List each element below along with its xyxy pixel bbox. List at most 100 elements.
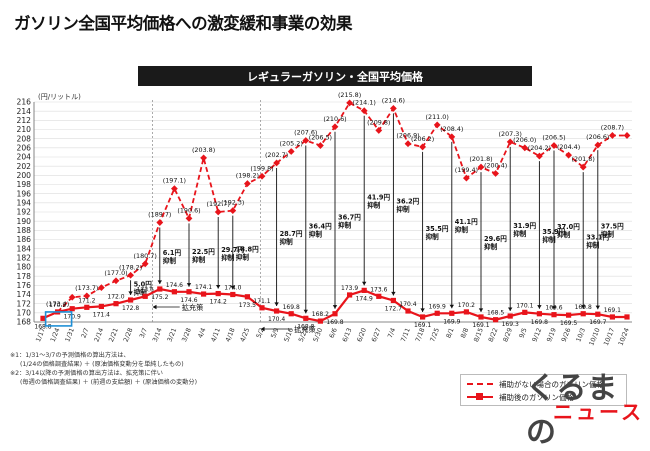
subsidy-suffix: 抑制 — [338, 220, 352, 229]
subsidy-arrow-head-icon — [362, 281, 367, 286]
x-tick-label: 5/2 — [255, 327, 266, 340]
marker-subsidized — [303, 315, 309, 321]
marker-no-subsidy — [463, 174, 470, 182]
value-label-subsidized: 173.5 — [239, 302, 256, 309]
subsidy-suffix: 抑制 — [280, 237, 294, 246]
x-tick-label: 10/10 — [587, 327, 601, 347]
y-tick-label: 190 — [17, 217, 32, 226]
marker-subsidized — [40, 315, 46, 321]
value-label-no-subsidy: (208.4) — [440, 125, 463, 133]
y-tick-label: 204 — [17, 153, 32, 162]
marker-subsidized — [551, 312, 557, 318]
value-label-no-subsidy: (206.5) — [542, 134, 565, 142]
value-label-no-subsidy: (207.6) — [294, 129, 317, 137]
note-line-2: (1/24の価格調査結果) ＋ (原油価格変動分を単純したもの) — [20, 361, 184, 368]
marker-no-subsidy — [141, 260, 149, 268]
x-tick-label: 6/13 — [341, 327, 354, 343]
value-label-no-subsidy: (206.2) — [411, 135, 434, 143]
x-tick-label: 9/26 — [560, 327, 573, 343]
subsidy-suffix: 抑制 — [396, 204, 410, 213]
x-tick-label: 2/28 — [122, 327, 135, 343]
subsidy-suffix: 抑制 — [192, 255, 206, 264]
value-label-no-subsidy: (207.3) — [499, 130, 522, 138]
marker-subsidized — [463, 309, 469, 315]
value-label-subsidized: 173.6 — [370, 286, 387, 293]
marker-no-subsidy — [579, 163, 587, 171]
note-line-3: ※2：3/14以降の予測価格の算出方法は、拡充策に伴い — [10, 370, 163, 377]
marker-no-subsidy — [331, 123, 339, 131]
marker-subsidized — [98, 303, 104, 310]
subsidy-arrow-head-icon — [478, 308, 484, 312]
value-label-no-subsidy: (204.4) — [557, 143, 580, 151]
marker-subsidized — [536, 311, 542, 317]
value-label-no-subsidy: (206.6) — [586, 133, 609, 141]
x-tick-label: 5/9 — [269, 327, 280, 340]
marker-no-subsidy — [214, 208, 222, 216]
value-label-subsidized: 172.8 — [122, 305, 139, 312]
value-label-subsidized: 174.6 — [166, 282, 183, 289]
subsidy-label: 28.7円 — [280, 230, 303, 238]
marker-no-subsidy — [492, 170, 499, 177]
marker-no-subsidy — [565, 151, 572, 159]
value-label-subsidized: 168.8 — [297, 323, 314, 330]
value-label-subsidized: 170.1 — [516, 302, 533, 309]
legend-item-solid: 補助後のガソリン価格 — [467, 391, 574, 403]
x-tick-label: 8/29 — [501, 327, 514, 343]
subsidy-suffix: 抑制 — [163, 256, 177, 265]
value-label-subsidized: 170.2 — [458, 302, 475, 309]
value-label-subsidized: 170.4 — [268, 316, 285, 323]
value-label-no-subsidy: (214.6) — [382, 96, 405, 104]
marker-subsidized — [230, 291, 236, 298]
annotation-arrow-head-icon — [260, 326, 265, 332]
subsidy-suffix: 抑制 — [134, 288, 148, 297]
marker-no-subsidy — [287, 148, 295, 155]
legend-label-solid: 補助後のガソリン価格 — [499, 392, 574, 402]
subsidy-arrow-head-icon — [581, 305, 586, 309]
value-label-no-subsidy: (206.9) — [396, 132, 419, 140]
annotation-label: 拡充策 — [182, 303, 204, 312]
x-tick-label: 4/11 — [209, 327, 222, 343]
legend-label-dashed: 補助がない場合のガソリン価格 — [499, 379, 604, 389]
marker-no-subsidy — [433, 121, 441, 129]
marker-subsidized — [420, 314, 426, 320]
x-tick-label: 10/24 — [617, 327, 631, 347]
value-label-no-subsidy: (203.8) — [192, 146, 215, 154]
subsidy-suffix: 抑制 — [542, 235, 556, 244]
marker-no-subsidy — [390, 105, 397, 112]
page-title: ガソリン全国平均価格への激変緩和事業の効果 — [14, 14, 353, 33]
value-label-subsidized: 169.1 — [604, 307, 621, 314]
x-tick-label: 3/7 — [138, 327, 149, 340]
marker-no-subsidy — [98, 284, 105, 292]
solid-line-swatch-icon — [467, 393, 493, 400]
subsidy-label: 5.0円 — [134, 281, 153, 289]
value-label-subsidized: 169.7 — [589, 319, 606, 326]
subsidy-label: 41.9円 — [367, 194, 390, 202]
subsidy-label: 31.9円 — [513, 222, 536, 230]
value-label-subsidized: 169.8 — [575, 304, 592, 311]
value-label-no-subsidy: (205.2) — [280, 140, 303, 148]
x-tick-label: 7/11 — [399, 327, 412, 343]
value-label-no-subsidy: (197.1) — [163, 177, 186, 185]
value-label-subsidized: 169.5 — [560, 320, 577, 327]
x-tick-label: 3/14 — [151, 327, 164, 343]
value-label-subsidized: 168.8 — [34, 323, 51, 330]
x-tick-label: 2/7 — [79, 327, 90, 340]
x-tick-label: 1/31 — [63, 327, 76, 343]
subsidy-label: 6.1円 — [163, 249, 182, 257]
x-tick-label: 6/20 — [355, 327, 368, 343]
marker-subsidized — [128, 297, 134, 303]
subsidy-label: 37.0円 — [557, 223, 580, 231]
subsidy-arrow-head-icon — [420, 308, 425, 312]
subsidy-arrow-head-icon — [303, 309, 308, 314]
subsidy-suffix: 抑制 — [586, 240, 600, 249]
subsidy-arrow-head-icon — [332, 305, 338, 309]
value-label-subsidized: 169.1 — [414, 322, 431, 329]
value-label-subsidized: 169.3 — [502, 321, 519, 328]
subsidy-suffix: 抑制 — [367, 201, 381, 210]
marker-subsidized — [376, 293, 382, 299]
value-label-subsidized: 170.2 — [49, 302, 66, 309]
y-tick-label: 198 — [17, 180, 32, 189]
y-tick-label: 192 — [17, 208, 32, 217]
value-label-no-subsidy: (180.7) — [134, 252, 157, 260]
y-tick-label: 188 — [17, 226, 32, 235]
